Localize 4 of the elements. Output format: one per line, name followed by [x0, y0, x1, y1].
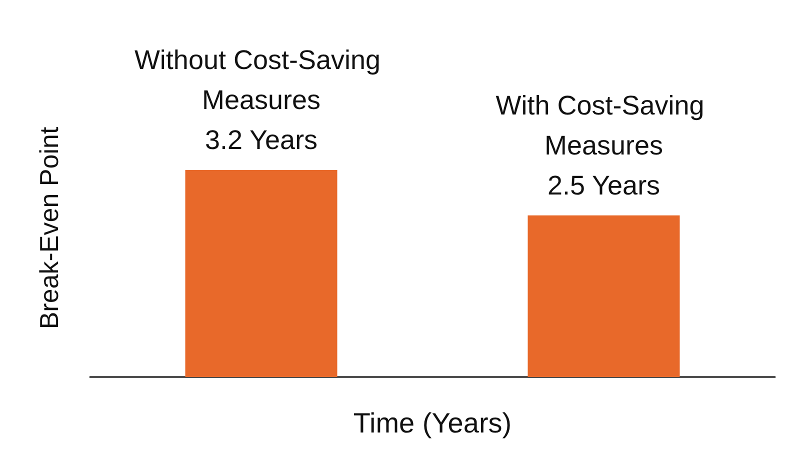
- data-label: With Cost-Saving Measures 2.5 Years: [496, 90, 712, 200]
- x-axis-title: Time (Years): [353, 408, 512, 438]
- data-label: Without Cost-Saving Measures 3.2 Years: [134, 45, 388, 156]
- y-axis-title: Break-Even Point: [34, 126, 64, 330]
